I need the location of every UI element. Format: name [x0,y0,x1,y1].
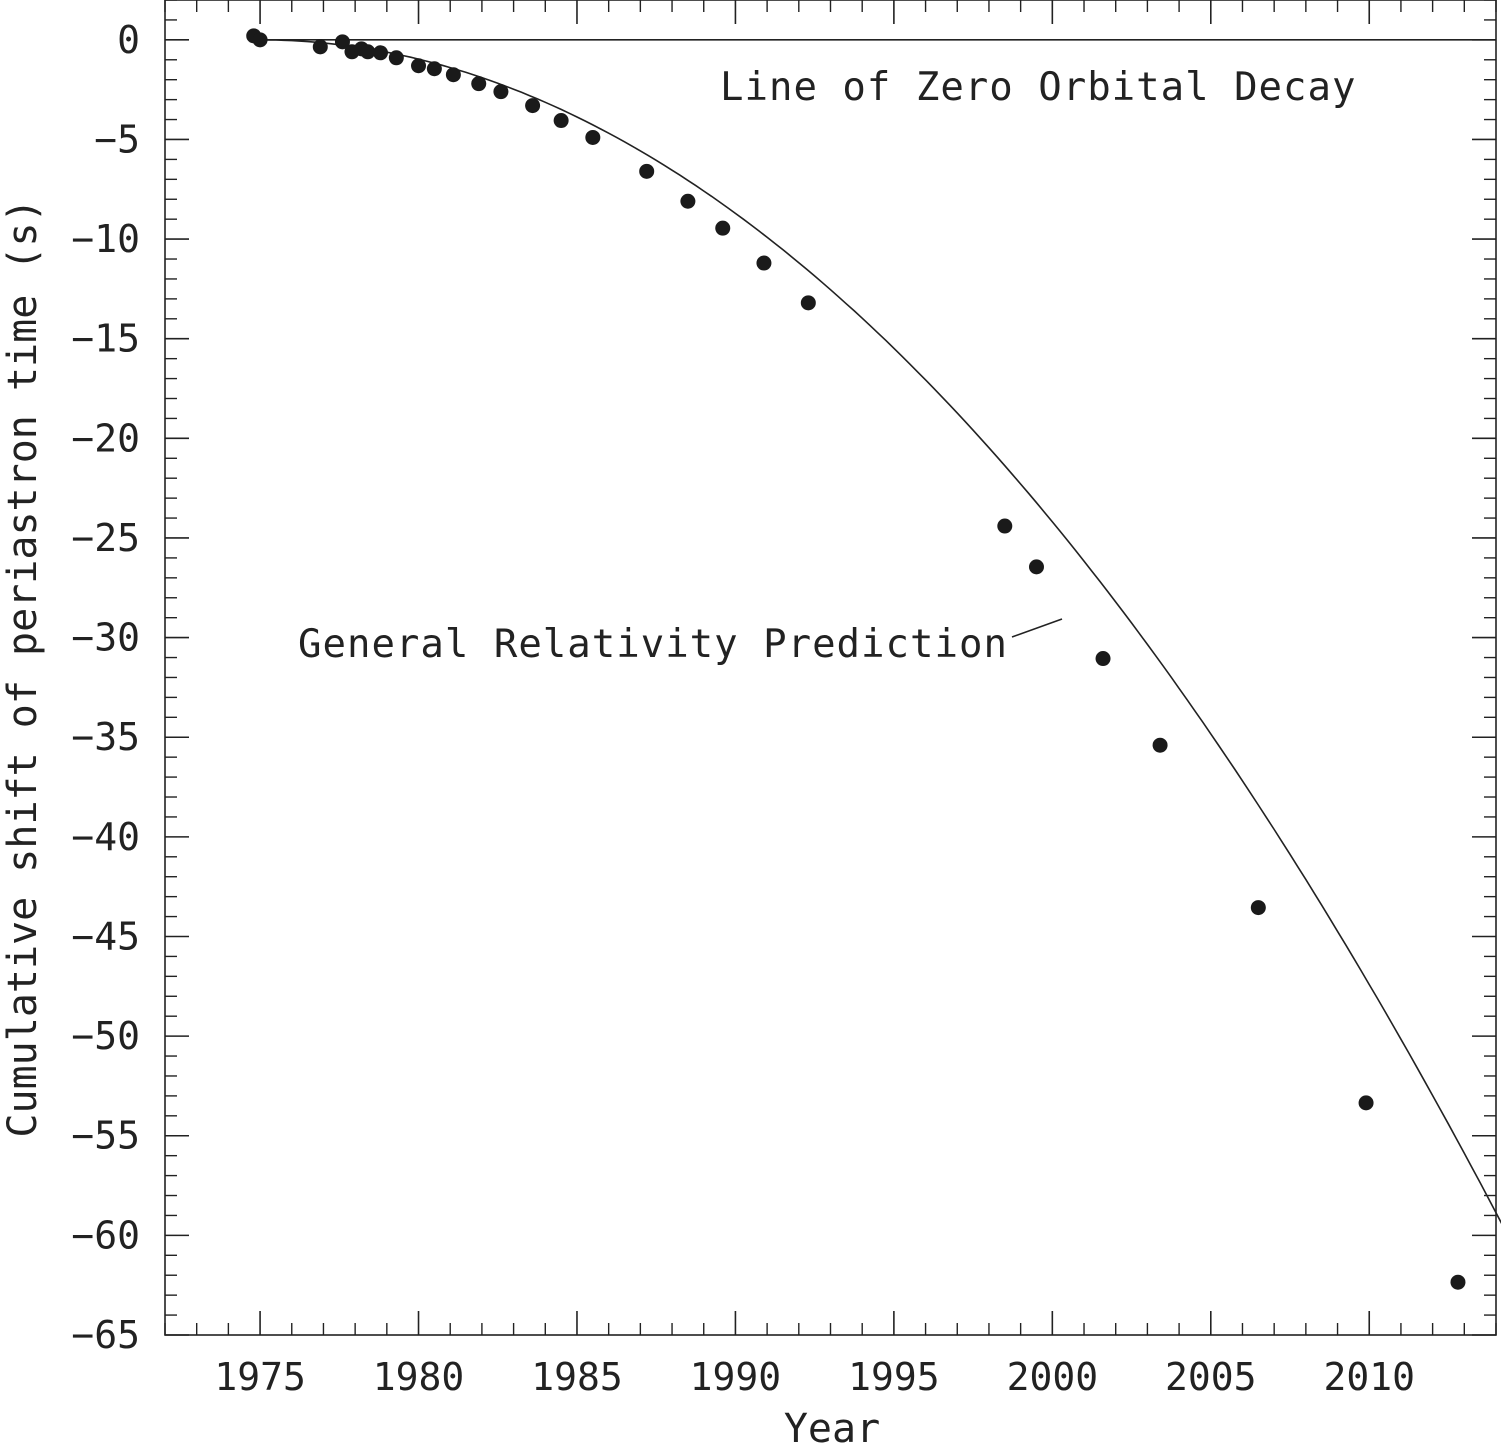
data-point [1450,1274,1466,1290]
data-point [1095,651,1111,667]
y-tick-label: −65 [71,1313,140,1357]
y-tick-label: −20 [71,416,140,460]
x-tick-label: 1975 [214,1355,306,1399]
gr-prediction-curve [260,39,1501,1224]
data-point [493,84,509,100]
data-point [800,295,816,311]
zero-line-label: Line of Zero Orbital Decay [720,65,1356,110]
data-point [312,39,328,55]
data-point [1152,737,1168,753]
x-tick-label: 1990 [690,1355,782,1399]
x-tick-label: 1985 [531,1355,623,1399]
gr-prediction-label: General Relativity Prediction [298,622,1008,667]
data-point [411,58,427,74]
plot-frame [164,0,1497,1336]
data-point [252,32,268,48]
data-point [715,220,731,236]
data-point [445,67,461,83]
x-axis-ticks: 1975 1980 1985 1990 1995 2000 2005 2010 [214,0,1415,1399]
data-point [372,45,388,61]
y-tick-label: −60 [71,1213,140,1257]
y-tick-label: 0 [117,18,140,62]
data-point [471,76,487,92]
x-tick-label: 2005 [1165,1355,1257,1399]
y-tick-label: −50 [71,1014,140,1058]
data-point [585,129,601,145]
data-point [1250,900,1266,916]
observed-points [246,28,1466,1290]
y-tick-label: −15 [71,317,140,361]
y-tick-label: −10 [71,217,140,261]
data-point [334,34,350,50]
data-point [388,50,404,66]
y-tick-label: −5 [94,117,140,161]
x-axis-title: Year [784,1406,880,1444]
minor-ticks [164,0,1497,1335]
data-point [426,61,442,77]
data-point [756,255,772,271]
data-point [525,98,541,114]
x-tick-label: 2010 [1323,1355,1415,1399]
data-point [639,163,655,179]
data-point [1028,559,1044,575]
y-tick-label: −30 [71,616,140,660]
y-axis-title: Cumulative shift of periastron time (s) [0,198,46,1137]
data-point [1358,1095,1374,1111]
x-tick-label: 2000 [1007,1355,1099,1399]
x-tick-label: 1995 [848,1355,940,1399]
y-tick-label: −40 [71,815,140,859]
y-axis-ticks: 0 −5 −10 −15 −20 −25 −30 −35 −40 −45 −50 −55 −60 −65 [71,18,1496,1357]
y-tick-label: −45 [71,914,140,958]
gr-prediction-leader-line [1011,618,1063,638]
y-tick-label: −55 [71,1114,140,1158]
data-point [680,193,696,209]
y-tick-label: −25 [71,516,140,560]
data-point [553,113,569,129]
data-point [360,44,376,60]
data-point [997,518,1013,534]
x-tick-label: 1980 [373,1355,465,1399]
y-tick-label: −35 [71,715,140,759]
